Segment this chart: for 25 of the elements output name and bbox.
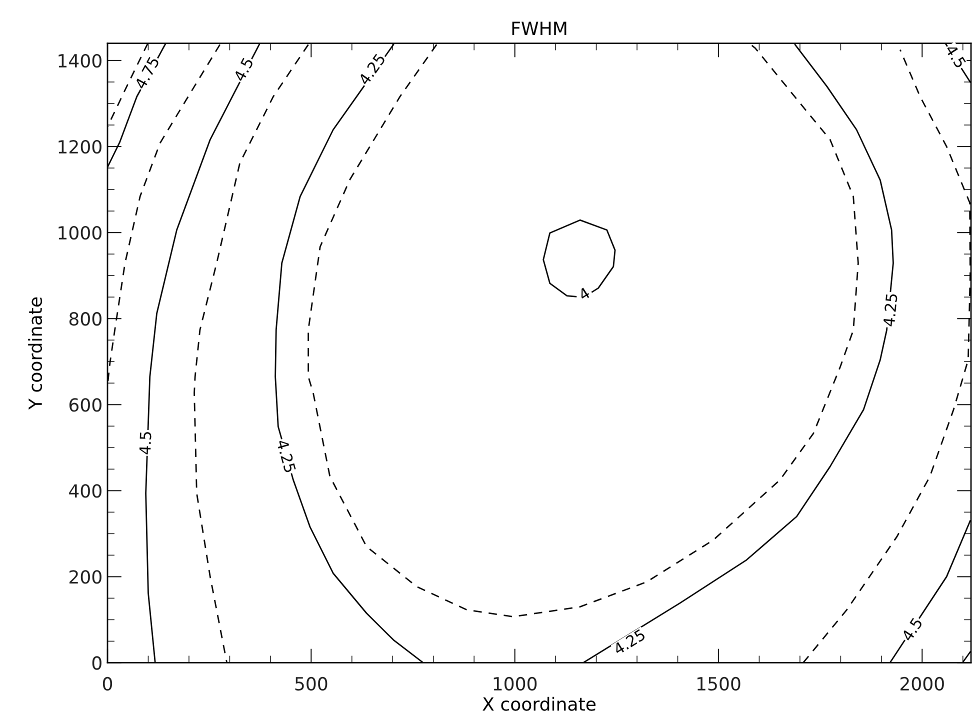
y-tick-label: 1000: [58, 226, 102, 240]
annotation: 4.5: [233, 57, 254, 82]
annotation: 4.5: [139, 432, 152, 454]
y-tick-label: 1200: [58, 140, 102, 154]
y-tick-label: 1400: [58, 54, 102, 68]
x-tick-label: 1500: [697, 676, 740, 691]
x-tick-label: 0: [102, 676, 112, 691]
x-tick-label: 500: [295, 676, 328, 691]
annotation: 4.75: [134, 56, 160, 90]
annotation: 4.5: [901, 617, 923, 642]
annotation: 4.25: [276, 439, 296, 473]
y-tick-label: 800: [69, 312, 102, 326]
annotation: 4.25: [882, 294, 898, 327]
x-tick-label: 2000: [900, 676, 944, 691]
y-tick-label: 600: [69, 398, 102, 412]
y-axis-title: Y coordinate: [28, 297, 42, 410]
annotation: 4.25: [612, 628, 646, 656]
annotation: 4: [578, 286, 591, 301]
annotation: 4.5: [944, 44, 966, 69]
x-axis-title: X coordinate: [482, 696, 596, 711]
chart-title: FWHM: [512, 22, 566, 35]
y-tick-label: 200: [70, 570, 102, 584]
y-tick-label: 0: [92, 656, 102, 670]
x-tick-label: 1000: [494, 676, 537, 691]
y-tick-label: 400: [69, 484, 102, 498]
